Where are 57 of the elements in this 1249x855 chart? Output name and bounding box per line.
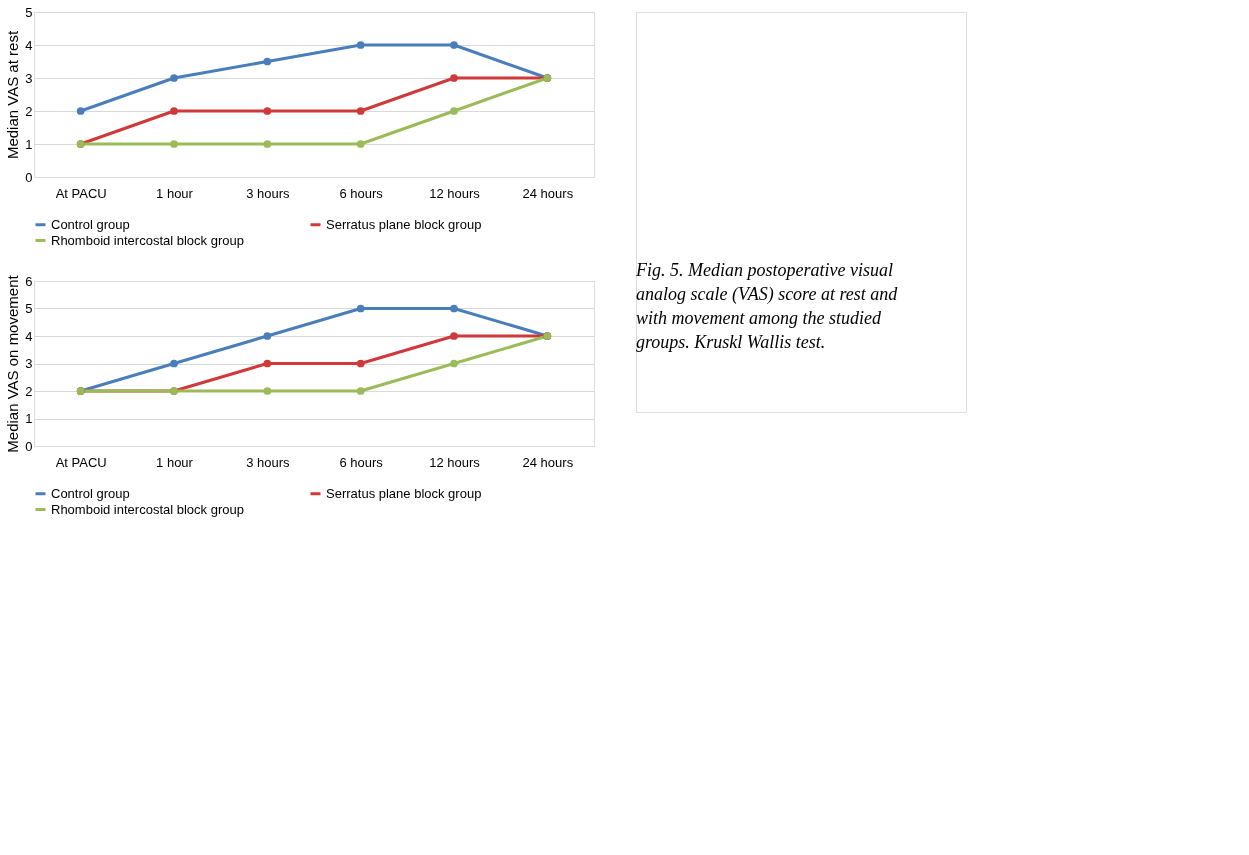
y-tick-label: 4: [25, 37, 33, 53]
x-tick-label: At PACU: [55, 454, 107, 470]
y-tick-label: 3: [25, 356, 33, 371]
x-tick-label: 12 hours: [429, 185, 481, 201]
point: [263, 140, 272, 148]
y-tick-label: 3: [25, 70, 33, 86]
legend-label: Control group: [51, 216, 130, 232]
x-tick-label: 1 hour: [156, 185, 194, 201]
point: [450, 304, 458, 313]
y-tick-label: 4: [25, 328, 33, 344]
y-tick-label: 1: [25, 136, 33, 152]
y-axis-title: Median VAS at rest: [4, 30, 22, 160]
point: [170, 140, 178, 148]
y-tick-label: 0: [25, 169, 33, 185]
point: [356, 41, 365, 49]
point: [356, 140, 365, 148]
point: [170, 359, 178, 368]
legend-label: Serratus plane block group: [326, 216, 482, 232]
point: [450, 332, 458, 340]
y-tick-label: 5: [25, 301, 33, 316]
legend-label: Rhomboid intercostal block group: [51, 232, 244, 248]
point: [263, 107, 272, 115]
x-tick-label: 3 hours: [246, 185, 291, 201]
x-tick-label: 12 hours: [429, 454, 481, 470]
x-tick-label: 3 hours: [246, 454, 291, 470]
x-tick-label: At PACU: [55, 185, 107, 201]
y-tick-label: 6: [25, 273, 33, 289]
point: [356, 107, 365, 115]
point: [450, 41, 458, 49]
y-axis-title: Median VAS on movement: [4, 274, 22, 453]
y-tick-label: 2: [25, 383, 33, 399]
point: [356, 304, 365, 313]
point: [450, 74, 458, 82]
x-tick-label: 6 hours: [339, 185, 384, 201]
legend-label: Serratus plane block group: [326, 485, 482, 501]
legend-label: Control group: [51, 485, 130, 501]
y-tick-label: 2: [25, 103, 33, 119]
point: [76, 107, 85, 115]
x-tick-label: 6 hours: [339, 454, 384, 470]
caption: Fig. 5. Median postoperative visual analog scale (VAS) score at rest and with movement among the studied groups. Kruskl Wallis test.: [635, 260, 899, 352]
point: [263, 359, 272, 368]
y-tick-label: 0: [25, 438, 33, 454]
x-tick-label: 24 hours: [522, 185, 574, 201]
point: [356, 359, 365, 368]
point: [170, 107, 178, 115]
point: [450, 107, 458, 115]
x-tick-label: 24 hours: [522, 454, 574, 470]
point: [170, 74, 178, 82]
point: [356, 387, 365, 395]
point: [450, 359, 458, 368]
legend-label: Rhomboid intercostal block group: [51, 501, 244, 517]
y-tick-label: 5: [25, 4, 33, 20]
x-tick-label: 1 hour: [156, 454, 194, 470]
y-tick-label: 1: [25, 411, 33, 426]
point: [263, 57, 272, 66]
point: [263, 332, 272, 340]
point: [263, 387, 272, 395]
